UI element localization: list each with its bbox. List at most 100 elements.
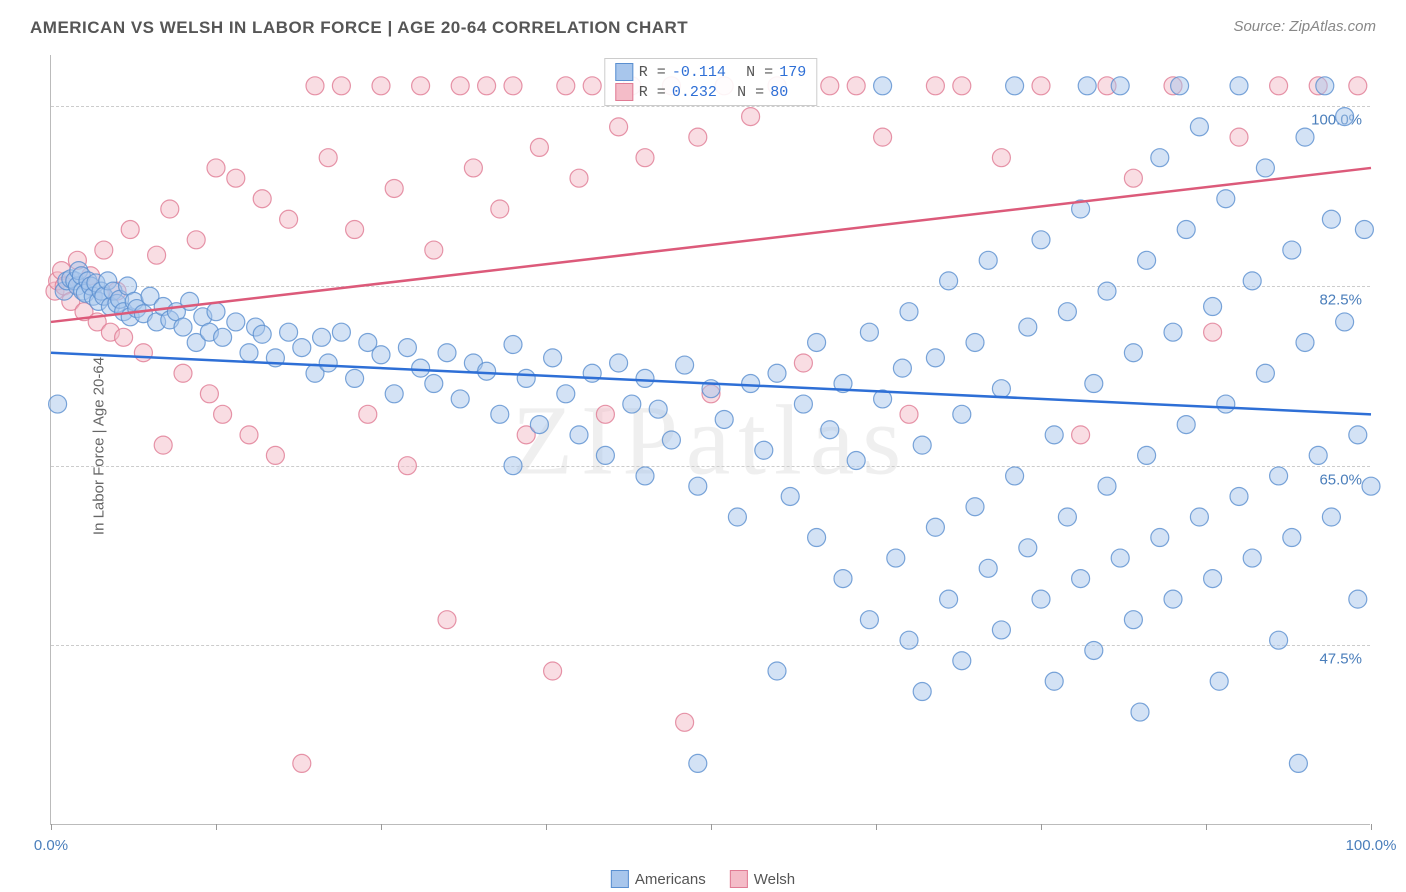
scatter-point — [1032, 77, 1050, 95]
scatter-point — [1316, 77, 1334, 95]
scatter-point — [1309, 446, 1327, 464]
scatter-point — [1217, 190, 1235, 208]
scatter-point — [544, 662, 562, 680]
stats-row: R = -0.114 N = 179 — [615, 63, 806, 81]
scatter-point — [583, 364, 601, 382]
scatter-point — [953, 77, 971, 95]
scatter-point — [306, 77, 324, 95]
scatter-point — [926, 349, 944, 367]
trend-line — [51, 168, 1371, 322]
scatter-point — [676, 713, 694, 731]
scatter-point — [227, 313, 245, 331]
scatter-point — [253, 190, 271, 208]
x-tick — [1371, 824, 1372, 830]
scatter-point — [207, 159, 225, 177]
scatter-point — [728, 508, 746, 526]
scatter-point — [1124, 611, 1142, 629]
scatter-point — [900, 405, 918, 423]
scatter-point — [940, 590, 958, 608]
scatter-point — [1349, 426, 1367, 444]
scatter-point — [1283, 529, 1301, 547]
scatter-point — [1256, 159, 1274, 177]
scatter-point — [821, 421, 839, 439]
stat-label-n: N = — [746, 64, 773, 81]
scatter-point — [478, 77, 496, 95]
scatter-point — [1058, 303, 1076, 321]
legend-item: Americans — [611, 870, 706, 888]
scatter-point — [1124, 169, 1142, 187]
scatter-point — [1078, 77, 1096, 95]
stat-value-r: 0.232 — [672, 84, 717, 101]
scatter-point — [874, 77, 892, 95]
x-tick-label: 100.0% — [1346, 837, 1397, 854]
x-tick — [1041, 824, 1042, 830]
scatter-point — [227, 169, 245, 187]
scatter-point — [504, 457, 522, 475]
x-tick-label: 0.0% — [34, 837, 68, 854]
scatter-point — [689, 754, 707, 772]
scatter-point — [1230, 128, 1248, 146]
scatter-point — [504, 77, 522, 95]
scatter-point — [372, 77, 390, 95]
scatter-point — [438, 344, 456, 362]
legend-label: Welsh — [754, 871, 795, 888]
scatter-point — [953, 405, 971, 423]
scatter-point — [834, 570, 852, 588]
scatter-point — [887, 549, 905, 567]
scatter-svg — [51, 55, 1370, 824]
scatter-point — [372, 346, 390, 364]
scatter-point — [979, 559, 997, 577]
scatter-point — [1019, 539, 1037, 557]
chart-title: AMERICAN VS WELSH IN LABOR FORCE | AGE 2… — [30, 18, 1376, 38]
scatter-point — [992, 621, 1010, 639]
scatter-point — [1032, 590, 1050, 608]
scatter-point — [154, 436, 172, 454]
scatter-point — [544, 349, 562, 367]
scatter-point — [332, 77, 350, 95]
scatter-point — [266, 446, 284, 464]
scatter-point — [676, 356, 694, 374]
scatter-point — [874, 128, 892, 146]
scatter-point — [1322, 508, 1340, 526]
scatter-point — [847, 77, 865, 95]
legend-item: Welsh — [730, 870, 795, 888]
scatter-point — [953, 652, 971, 670]
scatter-point — [979, 251, 997, 269]
scatter-point — [1045, 672, 1063, 690]
scatter-point — [1058, 508, 1076, 526]
scatter-point — [187, 231, 205, 249]
scatter-point — [438, 611, 456, 629]
scatter-point — [451, 390, 469, 408]
scatter-point — [1204, 298, 1222, 316]
scatter-point — [1151, 149, 1169, 167]
scatter-point — [1243, 272, 1261, 290]
scatter-point — [530, 416, 548, 434]
scatter-point — [1098, 477, 1116, 495]
scatter-point — [1111, 77, 1129, 95]
scatter-point — [1349, 590, 1367, 608]
scatter-point — [1177, 221, 1195, 239]
scatter-point — [1164, 590, 1182, 608]
scatter-point — [808, 529, 826, 547]
scatter-point — [610, 118, 628, 136]
scatter-point — [940, 272, 958, 290]
scatter-point — [1045, 426, 1063, 444]
scatter-point — [478, 362, 496, 380]
scatter-point — [95, 241, 113, 259]
scatter-point — [200, 385, 218, 403]
scatter-point — [1336, 313, 1354, 331]
scatter-point — [1019, 318, 1037, 336]
stat-value-n: 80 — [770, 84, 788, 101]
scatter-point — [1164, 323, 1182, 341]
scatter-point — [1138, 446, 1156, 464]
scatter-point — [926, 77, 944, 95]
scatter-point — [1085, 375, 1103, 393]
scatter-point — [425, 375, 443, 393]
scatter-point — [636, 369, 654, 387]
scatter-point — [1006, 467, 1024, 485]
scatter-point — [148, 246, 166, 264]
scatter-point — [1124, 344, 1142, 362]
scatter-point — [847, 452, 865, 470]
scatter-point — [1230, 77, 1248, 95]
legend-swatch — [611, 870, 629, 888]
